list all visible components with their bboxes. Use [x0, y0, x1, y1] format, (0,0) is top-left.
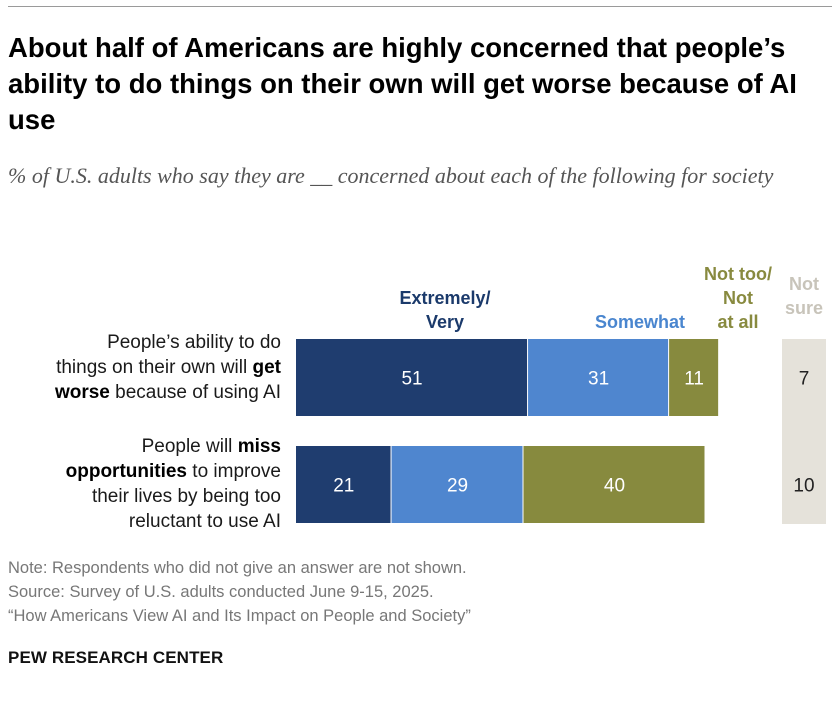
notes: Note: Respondents who did not give an an… [8, 556, 471, 628]
data-label-extremely-very: 51 [401, 369, 422, 390]
note-text: Note: Respondents who did not give an an… [8, 559, 467, 577]
category-label-fragment: to improve [187, 461, 281, 482]
category-label-line: their lives by being too [8, 484, 281, 509]
bar-somewhat [391, 446, 523, 523]
category-label-fragment: things on their own will [56, 357, 253, 378]
data-label-somewhat: 31 [588, 369, 609, 390]
legend-line: Not too/ [704, 264, 772, 284]
data-label-not-too-not-at-all: 11 [684, 369, 704, 390]
category-label-line: worse because of using AI [8, 380, 281, 405]
legend-line: at all [717, 312, 759, 332]
category-label-miss-opportunities: People will miss opportunities to improve… [8, 434, 281, 534]
category-label-fragment: miss [237, 436, 281, 457]
legend-line: Not [723, 288, 753, 308]
chart-subtitle: % of U.S. adults who say they are __ con… [8, 163, 774, 188]
legend-extremely-very: Extremely/ Very [370, 286, 520, 334]
bar-extremely-very [296, 446, 391, 523]
category-label-fragment: People will [141, 436, 238, 457]
legend-not-sure: Not sure [775, 272, 833, 320]
category-label-fragment: worse [54, 382, 110, 403]
category-label-fragment: opportunities [65, 461, 188, 482]
legend-line: Somewhat [594, 312, 686, 332]
bar-extremely-very [296, 339, 528, 416]
source-text: Source: Survey of U.S. adults conducted … [8, 583, 434, 601]
bar-somewhat [528, 339, 669, 416]
top-rule [8, 6, 832, 7]
category-label-line: things on their own will get [8, 355, 281, 380]
category-label-line: opportunities to improve [8, 459, 281, 484]
legend-line: Very [425, 312, 465, 332]
category-label-fragment: get [252, 357, 282, 378]
brand-logo-text: PEW RESEARCH CENTER [8, 648, 224, 667]
category-label-fragment: People’s ability to do [107, 332, 281, 353]
bar-not-too-not-at-all [523, 446, 705, 523]
data-label-not-too-not-at-all: 40 [604, 476, 625, 497]
category-label-fragment: their lives by being too [91, 486, 281, 507]
chart-title: About half of Americans are highly conce… [8, 32, 797, 135]
category-label-line: People will miss [8, 434, 281, 459]
data-label-extremely-very: 21 [333, 476, 354, 497]
bar-not-too-not-at-all [669, 339, 719, 416]
category-label-fragment: because of using AI [109, 382, 281, 403]
legend-not-too-not-at-all: Not too/ Not at all [686, 262, 790, 334]
report-title-text: “How Americans View AI and Its Impact on… [8, 607, 471, 625]
category-label-line: reluctant to use AI [8, 509, 281, 534]
category-label-line: People’s ability to do [8, 330, 281, 355]
category-label-fragment: reluctant to use AI [128, 511, 281, 532]
legend-line: Extremely/ [399, 288, 491, 308]
data-label-not-sure: 7 [799, 369, 810, 390]
data-label-not-sure: 10 [793, 476, 814, 497]
not-sure-column [782, 339, 826, 524]
legend-somewhat: Somewhat [570, 310, 710, 334]
legend-line: Not [789, 274, 819, 294]
category-label-ability-worse: People’s ability to do things on their ow… [8, 330, 281, 405]
legend-line: sure [784, 298, 824, 318]
data-label-somewhat: 29 [447, 476, 468, 497]
